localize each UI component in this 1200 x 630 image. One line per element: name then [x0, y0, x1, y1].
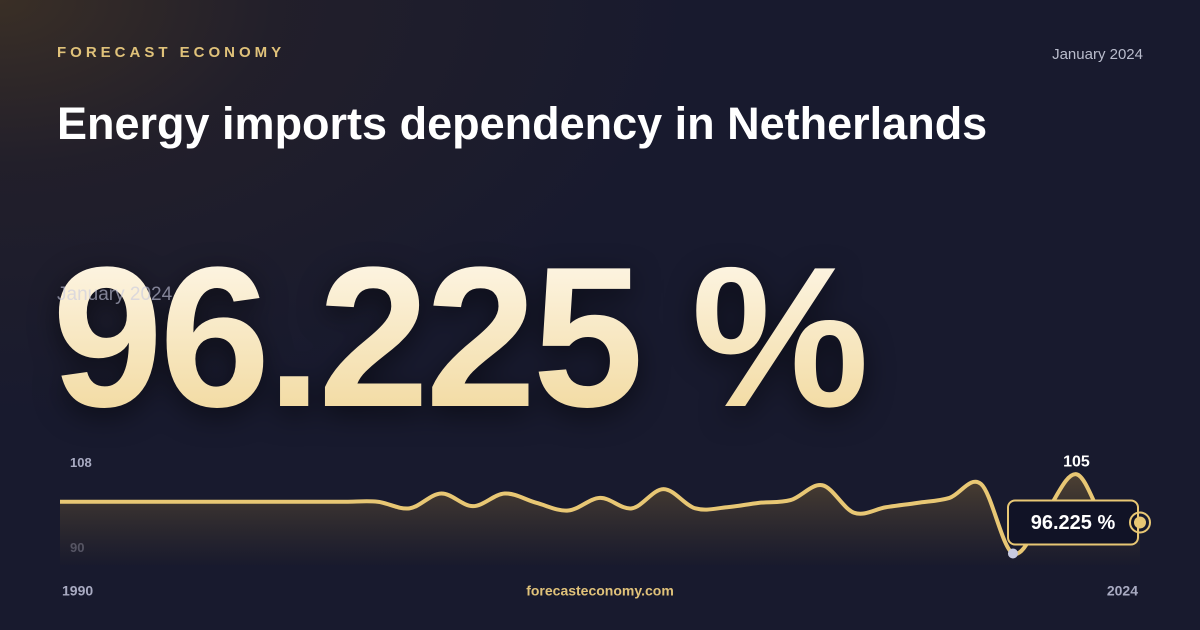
value-label: 96.225 %	[1031, 512, 1116, 534]
x-tick-label: 2024	[1107, 583, 1138, 599]
headline-value: 96.225 %	[52, 226, 869, 449]
line	[60, 472, 1141, 556]
last-point-ring	[1129, 511, 1151, 534]
footer: forecasteconomy.com	[526, 583, 674, 599]
area	[60, 474, 1140, 565]
title: Energy imports dependency in Netherlands	[57, 98, 988, 149]
headline-date: January 2024	[57, 284, 173, 305]
x-tick-label: 1990	[62, 583, 93, 599]
value-label: 105	[1063, 453, 1090, 470]
date: January 2024	[1052, 46, 1143, 63]
last-point	[1134, 516, 1146, 529]
brand: FORECAST ECONOMY	[57, 44, 286, 61]
min-point	[1007, 548, 1018, 559]
y-tick-label: 108	[70, 455, 92, 470]
